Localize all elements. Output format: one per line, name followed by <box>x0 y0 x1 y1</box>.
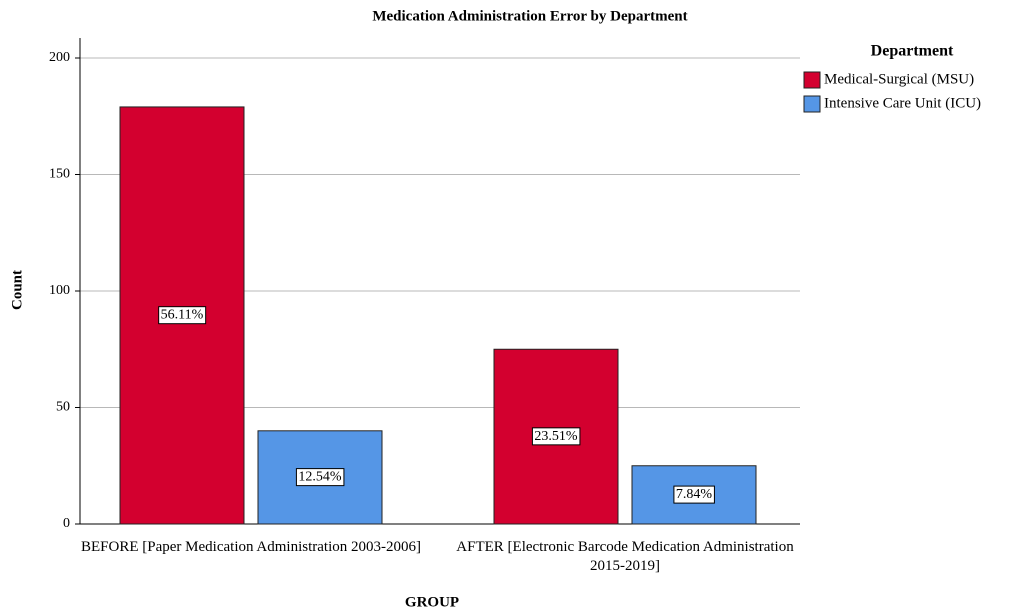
x-tick-label: BEFORE [Paper Medication Administration … <box>81 539 421 555</box>
chart-title: Medication Administration Error by Depar… <box>372 8 687 24</box>
value-label: 23.51% <box>534 429 578 444</box>
value-label-box <box>295 468 345 487</box>
legend-title: Department <box>871 43 954 60</box>
value-label-box <box>673 485 715 504</box>
y-tick-label: 50 <box>56 400 70 415</box>
value-label: 56.11% <box>161 308 204 323</box>
y-axis-label: Count <box>9 270 25 310</box>
value-label-box <box>158 306 207 325</box>
legend-swatch <box>803 71 821 89</box>
value-label: 7.84% <box>676 487 713 502</box>
legend-swatch <box>803 95 821 113</box>
y-tick-label: 150 <box>49 167 70 182</box>
y-tick-label: 0 <box>63 516 70 531</box>
y-tick-label: 100 <box>49 283 70 298</box>
legend-label: Intensive Care Unit (ICU) <box>824 95 981 111</box>
value-label-box <box>531 427 581 446</box>
value-label: 12.54% <box>298 470 342 485</box>
legend-label: Medical-Surgical (MSU) <box>824 71 974 87</box>
x-axis-label: GROUP <box>405 594 459 610</box>
x-tick-label: AFTER [Electronic Barcode Medication Adm… <box>456 539 794 574</box>
y-tick-label: 200 <box>49 50 70 65</box>
